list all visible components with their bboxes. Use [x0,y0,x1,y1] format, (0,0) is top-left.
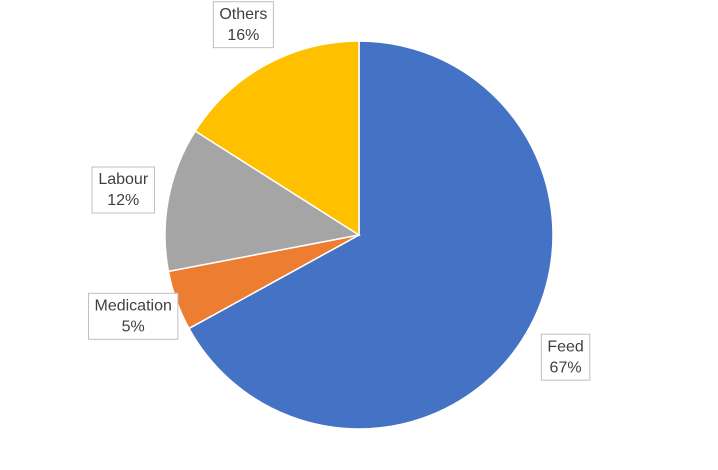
value-label: 16% [227,27,259,44]
value-label: 5% [122,319,145,336]
value-label: 12% [107,192,139,209]
category-label: Medication [95,298,172,315]
label-box [212,1,274,49]
data-label: Medication 5% [88,292,179,340]
label-box [88,292,179,340]
value-label: 67% [550,359,582,376]
pie-slice [194,40,360,237]
data-label: Others 16% [212,1,274,49]
data-label: Labour 12% [91,166,155,214]
category-label: Labour [98,171,148,188]
category-label: Feed [547,338,583,355]
data-label: Feed 67% [525,333,591,381]
label-box [91,166,155,214]
label-box [540,333,591,381]
category-label: Others [219,6,267,23]
pie-slice [187,40,554,430]
pie-slice [164,130,362,273]
